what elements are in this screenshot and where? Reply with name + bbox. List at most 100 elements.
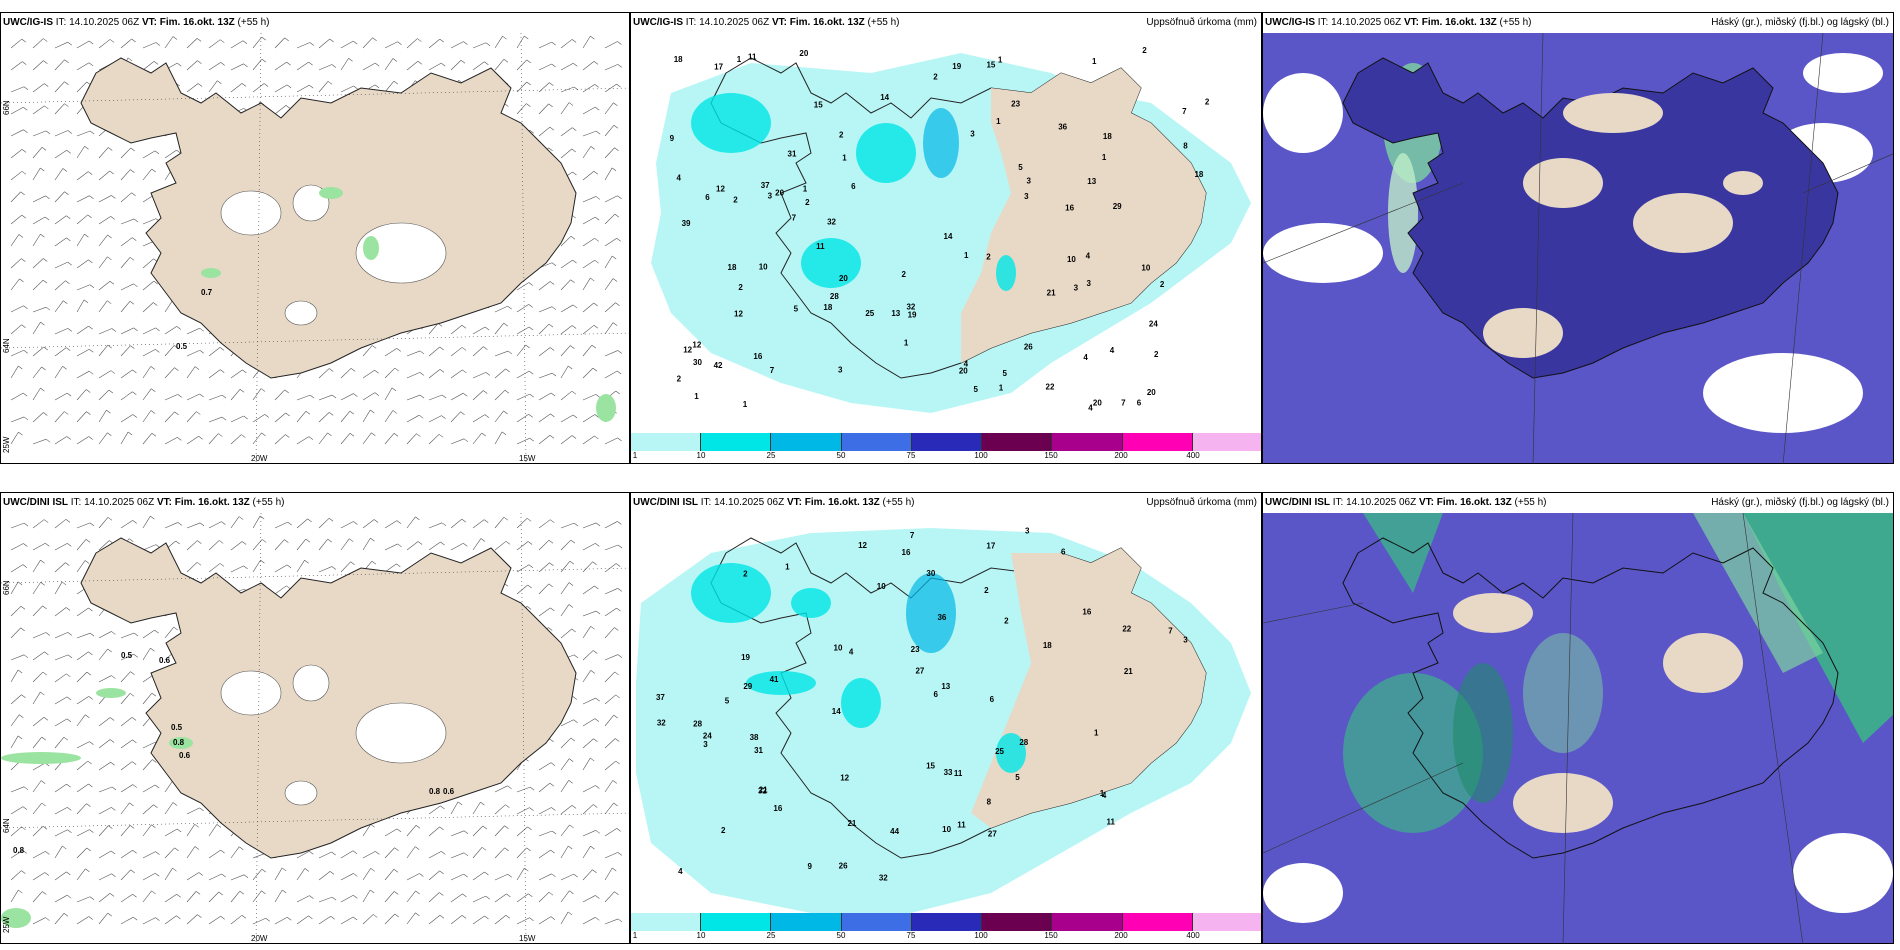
wind-barb bbox=[98, 807, 112, 815]
wind-barb-flag bbox=[151, 824, 156, 829]
wind-barb bbox=[604, 302, 616, 313]
precip-map: 2611633413121221828756321211373226271610… bbox=[631, 513, 1261, 925]
wind-barb-flag bbox=[505, 368, 510, 373]
wind-barb bbox=[274, 564, 288, 573]
wind-barb-flag bbox=[127, 57, 133, 62]
wind-barb-flag bbox=[20, 191, 25, 196]
wind-barb bbox=[560, 365, 569, 379]
wind-barb-flag bbox=[216, 824, 222, 828]
wind-barb bbox=[54, 845, 63, 859]
precip-value: 17 bbox=[986, 541, 995, 550]
wind-barb-flag bbox=[176, 894, 181, 898]
wind-barb-flag bbox=[617, 588, 622, 592]
wind-barb bbox=[384, 433, 395, 445]
wind-barb bbox=[120, 717, 133, 727]
wind-barb-flag bbox=[617, 918, 623, 923]
wind-barb bbox=[76, 651, 89, 661]
wind-barb-flag bbox=[154, 150, 160, 155]
lon-label-25w: 25W bbox=[2, 916, 11, 933]
wind-barb bbox=[494, 305, 508, 313]
wind-barb-flag bbox=[67, 261, 72, 266]
wind-barb bbox=[54, 300, 64, 313]
precip-value: 4 bbox=[1083, 353, 1088, 362]
wind-barb bbox=[98, 195, 112, 203]
wind-barb bbox=[252, 868, 263, 881]
wind-barb bbox=[560, 805, 573, 815]
wind-barb-flag bbox=[199, 807, 204, 812]
lead-time: (+55 h) bbox=[1496, 17, 1532, 28]
precip-value: 1 bbox=[694, 392, 699, 401]
precip-value: 13 bbox=[1087, 177, 1096, 186]
wind-barb bbox=[472, 372, 486, 379]
wind-barb-flag bbox=[88, 607, 93, 612]
wind-barb bbox=[164, 802, 174, 815]
wind-barb-flag bbox=[463, 392, 468, 397]
wind-barb bbox=[428, 915, 441, 925]
wind-barb bbox=[32, 233, 41, 247]
wind-barb-flag bbox=[461, 325, 467, 329]
wind-barb bbox=[32, 543, 46, 551]
wind-barb bbox=[208, 394, 223, 401]
wind-barb bbox=[340, 521, 354, 529]
wind-barb bbox=[604, 521, 618, 529]
wind-barb bbox=[428, 346, 440, 357]
precip-value: 18 bbox=[1103, 132, 1112, 141]
wind-barb-flag bbox=[260, 388, 266, 392]
wind-barb bbox=[10, 889, 19, 903]
wind-barb-flag bbox=[529, 807, 534, 811]
wind-barb bbox=[208, 540, 220, 551]
wind-barb-flag bbox=[67, 543, 72, 547]
wind-barb bbox=[384, 891, 395, 903]
wind-barb-flag bbox=[617, 852, 622, 856]
wind-barb-flag bbox=[129, 825, 135, 829]
wind-barb-flag bbox=[20, 605, 26, 610]
wind-barb-flag bbox=[42, 891, 47, 895]
wind-barb bbox=[54, 81, 65, 93]
colorbar-segment bbox=[1052, 913, 1123, 931]
wind-barb-flag bbox=[549, 434, 555, 439]
wind-barb bbox=[186, 411, 197, 423]
precip-value: 2 bbox=[1154, 350, 1159, 359]
wind-barb bbox=[76, 741, 90, 749]
wind-barb-flag bbox=[526, 81, 531, 86]
wind-barb bbox=[604, 278, 614, 291]
wind-barb-flag bbox=[243, 63, 248, 68]
model-name: UWC/IG-IS bbox=[633, 17, 683, 28]
wind-barb bbox=[582, 543, 596, 551]
wind-barb bbox=[582, 106, 596, 115]
wind-barb-flag bbox=[130, 671, 135, 675]
wind-barb bbox=[252, 83, 265, 93]
wind-barb bbox=[230, 415, 244, 423]
wind-barb-flag bbox=[62, 168, 68, 172]
wind-barb bbox=[516, 893, 529, 903]
wind-barb-flag bbox=[528, 282, 534, 286]
precip-value: 44 bbox=[890, 827, 899, 836]
wind-barb bbox=[428, 62, 442, 71]
wind-barb bbox=[76, 522, 91, 529]
wind-barb-flag bbox=[528, 893, 533, 897]
precip-value: 3 bbox=[703, 740, 708, 749]
wind-barb bbox=[516, 584, 528, 595]
wind-barb-flag bbox=[615, 302, 620, 306]
wind-barb bbox=[120, 414, 134, 423]
wind-barb bbox=[10, 850, 23, 859]
wind-barb-flag bbox=[372, 37, 377, 42]
wind-barb-flag bbox=[595, 522, 601, 527]
wind-barb bbox=[142, 692, 153, 705]
wind-barb-flag bbox=[331, 566, 337, 570]
wind-barb-flag bbox=[86, 411, 91, 415]
wind-barb-flag bbox=[505, 804, 510, 808]
precip-value: 20 bbox=[959, 367, 968, 376]
valid-time: VT: Fim. 16.okt. 13Z bbox=[1403, 17, 1497, 28]
wind-barb bbox=[516, 304, 529, 313]
wind-barb-flag bbox=[130, 147, 135, 152]
wind-barb bbox=[604, 41, 618, 49]
wind-barb bbox=[604, 891, 615, 903]
wind-barb bbox=[516, 344, 526, 357]
wind-barb-flag bbox=[419, 350, 425, 355]
wind-barb bbox=[76, 411, 87, 423]
wind-barb bbox=[142, 784, 156, 793]
wind-barb-flag bbox=[550, 762, 556, 766]
wind-barb-flag bbox=[549, 126, 555, 131]
wind-barb-flag bbox=[392, 58, 398, 62]
